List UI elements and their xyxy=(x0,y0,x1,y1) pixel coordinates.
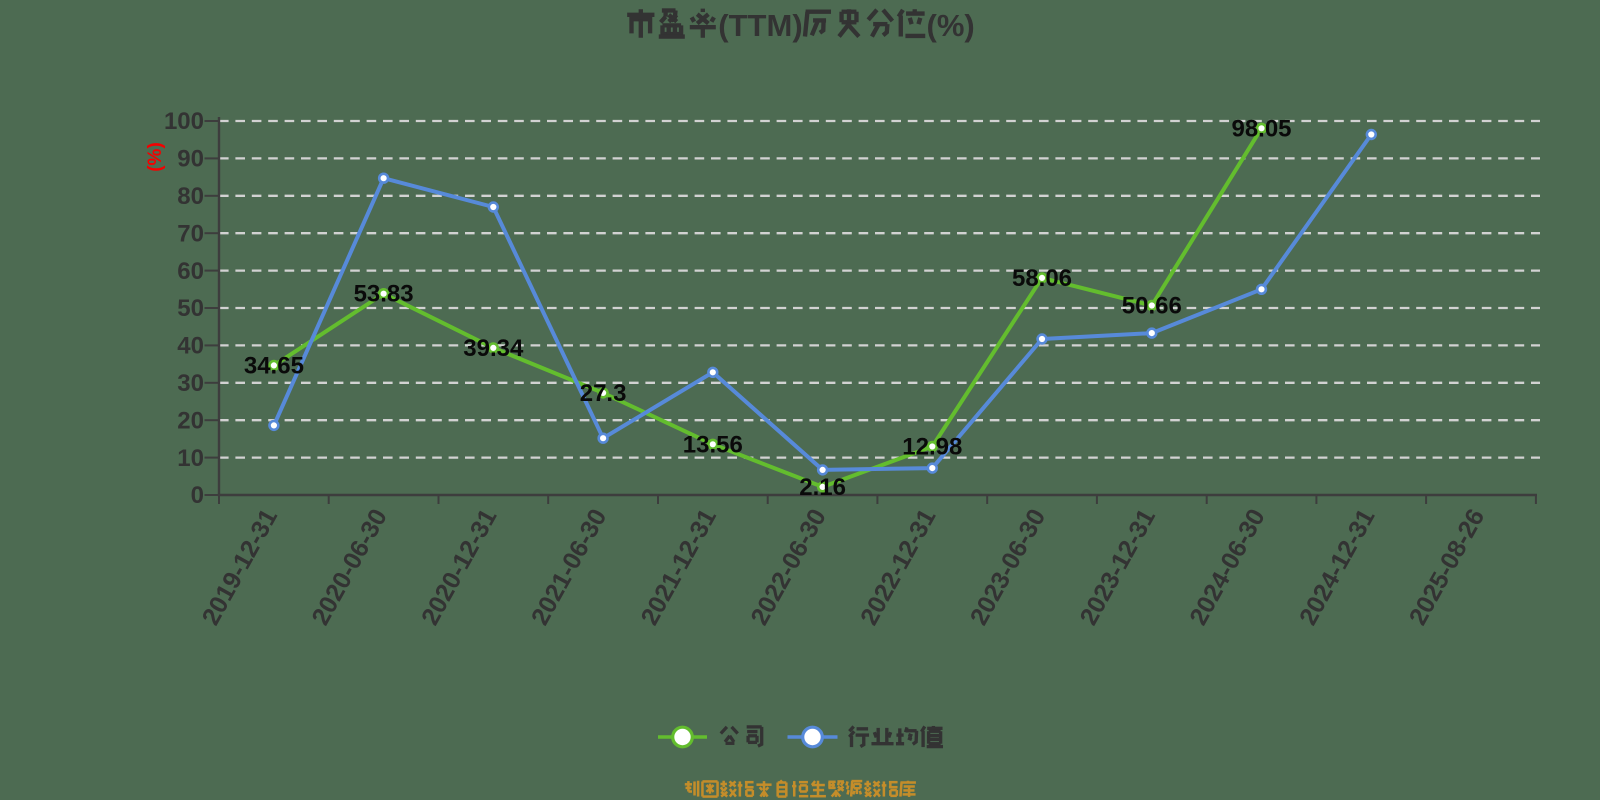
svg-text:39.34: 39.34 xyxy=(463,335,524,362)
svg-text:40: 40 xyxy=(177,333,204,360)
svg-text:34.65: 34.65 xyxy=(244,352,304,379)
svg-text:20: 20 xyxy=(177,407,204,434)
svg-text:60: 60 xyxy=(177,258,204,285)
svg-text:(%): (%) xyxy=(145,142,166,172)
svg-text:13.56: 13.56 xyxy=(683,431,743,458)
svg-text:30: 30 xyxy=(177,370,204,397)
svg-text:50: 50 xyxy=(177,295,204,322)
svg-text:53.83: 53.83 xyxy=(354,281,414,308)
svg-text:50.66: 50.66 xyxy=(1122,293,1182,320)
svg-text:70: 70 xyxy=(177,220,204,247)
svg-text:27.3: 27.3 xyxy=(580,380,627,407)
svg-text:80: 80 xyxy=(177,183,204,210)
svg-text:(TTM): (TTM) xyxy=(718,8,802,43)
svg-text:10: 10 xyxy=(177,445,204,472)
svg-text:12.98: 12.98 xyxy=(902,434,962,461)
svg-text:58.06: 58.06 xyxy=(1012,265,1072,292)
svg-text:98.05: 98.05 xyxy=(1231,115,1291,142)
svg-text:(%): (%) xyxy=(927,8,975,43)
svg-text:90: 90 xyxy=(177,146,204,173)
svg-text:0: 0 xyxy=(191,482,204,509)
svg-text:2.16: 2.16 xyxy=(799,474,846,501)
svg-text:100: 100 xyxy=(164,108,204,135)
